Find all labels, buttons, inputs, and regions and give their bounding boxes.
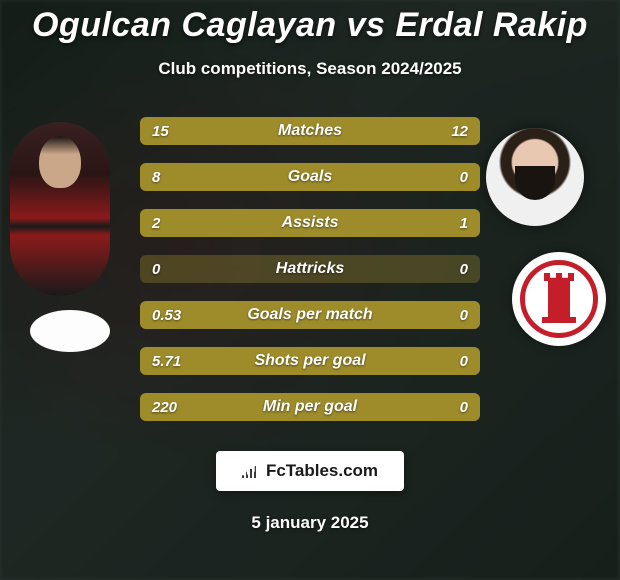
stat-label: Goals per match	[247, 306, 372, 324]
player2-photo	[486, 128, 584, 226]
brand-text: FcTables.com	[266, 461, 378, 481]
stat-left-value: 5.71	[152, 353, 181, 370]
stat-row: 220 0 Min per goal	[140, 393, 480, 421]
stat-right-value: 0	[460, 353, 468, 370]
stat-right-value: 0	[460, 169, 468, 186]
stat-left-value: 2	[152, 215, 160, 232]
player2-club-logo	[512, 252, 606, 346]
stat-row: 8 0 Goals	[140, 163, 480, 191]
stat-right-value: 0	[460, 399, 468, 416]
stat-right-value: 0	[460, 307, 468, 324]
stat-label: Matches	[278, 122, 342, 140]
stat-left-value: 220	[152, 399, 177, 416]
stat-label: Goals	[288, 168, 332, 186]
stat-left-value: 8	[152, 169, 160, 186]
stat-label: Min per goal	[263, 398, 357, 416]
brand-badge[interactable]: FcTables.com	[216, 451, 404, 491]
page-title: Ogulcan Caglayan vs Erdal Rakip	[32, 6, 588, 45]
page-subtitle: Club competitions, Season 2024/2025	[158, 59, 461, 79]
stat-label: Assists	[282, 214, 339, 232]
stat-left-value: 15	[152, 123, 169, 140]
stat-right-value: 0	[460, 261, 468, 278]
stat-label: Shots per goal	[254, 352, 365, 370]
stat-row: 0.53 0 Goals per match	[140, 301, 480, 329]
player1-club-logo	[30, 310, 110, 352]
stat-row: 2 1 Assists	[140, 209, 480, 237]
stat-left-value: 0	[152, 261, 160, 278]
chart-icon	[242, 464, 260, 478]
stat-right-value: 12	[451, 123, 468, 140]
stat-right-value: 1	[460, 215, 468, 232]
stat-row: 15 12 Matches	[140, 117, 480, 145]
stat-left-value: 0.53	[152, 307, 181, 324]
player1-photo	[10, 122, 110, 296]
stat-row: 5.71 0 Shots per goal	[140, 347, 480, 375]
stat-row: 0 0 Hattricks	[140, 255, 480, 283]
date-label: 5 january 2025	[251, 513, 368, 533]
stat-label: Hattricks	[276, 260, 344, 278]
content-wrapper: Ogulcan Caglayan vs Erdal Rakip Club com…	[0, 0, 620, 580]
stat-bars-container: 15 12 Matches 8 0 Goals 2 1 Assists 0 0 Hattricks 0.…	[140, 117, 480, 421]
